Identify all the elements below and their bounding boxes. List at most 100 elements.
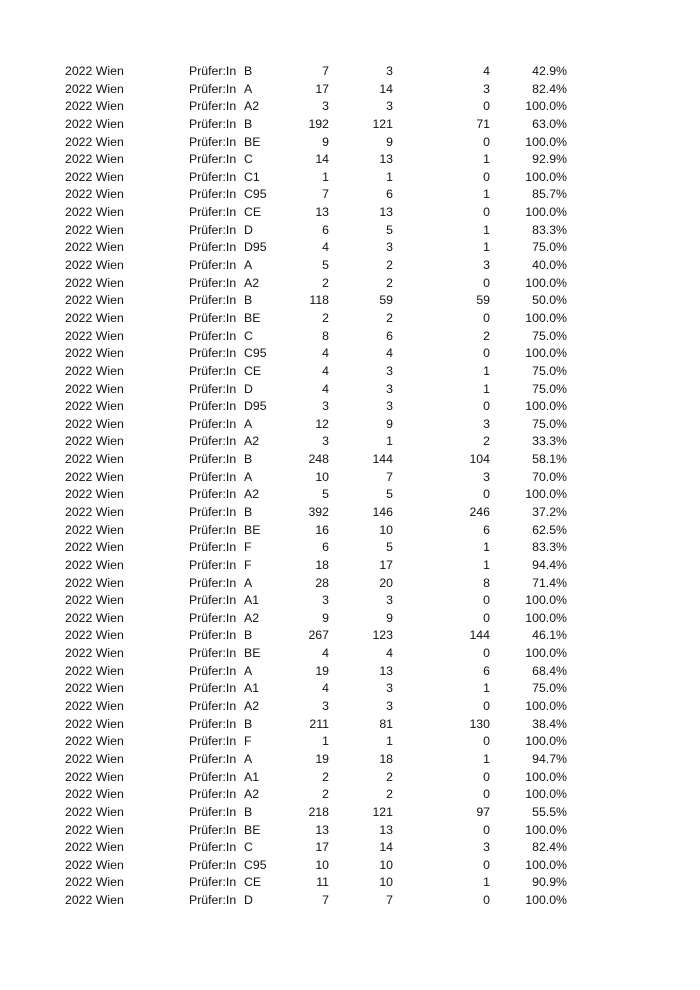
passed-cell: 3 bbox=[386, 399, 393, 414]
category-cell: C95 bbox=[244, 857, 267, 872]
role-cell: Prüfer:In bbox=[189, 893, 237, 908]
failed-cell: 1 bbox=[483, 875, 490, 890]
failed-cell: 1 bbox=[483, 751, 490, 766]
passed-cell: 13 bbox=[379, 663, 393, 678]
role-cell: Prüfer:In bbox=[189, 328, 237, 343]
category-cell: A1 bbox=[244, 593, 260, 608]
total-cell: 9 bbox=[322, 610, 329, 625]
category-cell: D bbox=[244, 381, 253, 396]
year-location-cell: 2022 Wien bbox=[65, 222, 124, 237]
year-location-cell: 2022 Wien bbox=[65, 522, 124, 537]
category-cell: BE bbox=[244, 522, 261, 537]
failed-cell: 0 bbox=[483, 275, 490, 290]
failed-cell: 246 bbox=[469, 505, 490, 519]
year-location-cell: 2022 Wien bbox=[65, 610, 124, 625]
role-cell: Prüfer:In bbox=[189, 240, 237, 255]
table-row: 2022 Wien Prüfer:In A 19 13 6 68.4% bbox=[0, 663, 700, 681]
table-row: 2022 Wien Prüfer:In A 10 7 3 70.0% bbox=[0, 469, 700, 487]
category-cell: BE bbox=[244, 134, 261, 149]
table-row: 2022 Wien Prüfer:In B 211 81 130 38.4% bbox=[0, 716, 700, 734]
passed-cell: 6 bbox=[386, 187, 393, 202]
pass-rate-cell: 94.4% bbox=[532, 557, 567, 572]
year-location-cell: 2022 Wien bbox=[65, 663, 124, 678]
pass-rate-cell: 71.4% bbox=[532, 575, 567, 590]
table-row: 2022 Wien Prüfer:In D95 4 3 1 75.0% bbox=[0, 239, 700, 257]
passed-cell: 3 bbox=[386, 240, 393, 255]
failed-cell: 2 bbox=[483, 434, 490, 449]
table-row: 2022 Wien Prüfer:In BE 16 10 6 62.5% bbox=[0, 522, 700, 540]
total-cell: 218 bbox=[308, 804, 329, 819]
failed-cell: 6 bbox=[483, 522, 490, 537]
table-row: 2022 Wien Prüfer:In BE 13 13 0 100.0% bbox=[0, 822, 700, 840]
year-location-cell: 2022 Wien bbox=[65, 716, 124, 731]
role-cell: Prüfer:In bbox=[189, 152, 237, 167]
total-cell: 192 bbox=[308, 116, 329, 131]
pass-rate-cell: 100.0% bbox=[525, 646, 567, 661]
passed-cell: 59 bbox=[379, 293, 393, 308]
failed-cell: 0 bbox=[483, 487, 490, 502]
pass-rate-cell: 46.1% bbox=[532, 628, 567, 643]
total-cell: 5 bbox=[322, 258, 329, 273]
year-location-cell: 2022 Wien bbox=[65, 505, 124, 519]
table-row: 2022 Wien Prüfer:In A 5 2 3 40.0% bbox=[0, 257, 700, 275]
passed-cell: 6 bbox=[386, 328, 393, 343]
role-cell: Prüfer:In bbox=[189, 787, 237, 802]
passed-cell: 1 bbox=[386, 169, 393, 184]
total-cell: 19 bbox=[315, 751, 329, 766]
pass-rate-cell: 100.0% bbox=[525, 593, 567, 608]
table-row: 2022 Wien Prüfer:In B 267 123 144 46.1% bbox=[0, 627, 700, 645]
year-location-cell: 2022 Wien bbox=[65, 840, 124, 855]
total-cell: 13 bbox=[315, 205, 329, 220]
category-cell: A2 bbox=[244, 487, 260, 502]
failed-cell: 0 bbox=[483, 310, 490, 325]
role-cell: Prüfer:In bbox=[189, 716, 237, 731]
failed-cell: 0 bbox=[483, 787, 490, 802]
year-location-cell: 2022 Wien bbox=[65, 99, 124, 114]
passed-cell: 5 bbox=[386, 222, 393, 237]
failed-cell: 1 bbox=[483, 540, 490, 555]
passed-cell: 9 bbox=[386, 610, 393, 625]
total-cell: 12 bbox=[315, 416, 329, 431]
table-row: 2022 Wien Prüfer:In A 12 9 3 75.0% bbox=[0, 416, 700, 434]
year-location-cell: 2022 Wien bbox=[65, 187, 124, 202]
passed-cell: 14 bbox=[379, 81, 393, 96]
category-cell: F bbox=[244, 557, 252, 572]
category-cell: F bbox=[244, 540, 252, 555]
failed-cell: 0 bbox=[483, 646, 490, 661]
total-cell: 10 bbox=[315, 469, 329, 484]
category-cell: A1 bbox=[244, 769, 260, 784]
role-cell: Prüfer:In bbox=[189, 557, 237, 572]
pass-rate-cell: 100.0% bbox=[525, 310, 567, 325]
table-row: 2022 Wien Prüfer:In BE 9 9 0 100.0% bbox=[0, 134, 700, 152]
table-row: 2022 Wien Prüfer:In A2 9 9 0 100.0% bbox=[0, 610, 700, 628]
pass-rate-cell: 83.3% bbox=[532, 540, 567, 555]
year-location-cell: 2022 Wien bbox=[65, 857, 124, 872]
failed-cell: 0 bbox=[483, 134, 490, 149]
passed-cell: 144 bbox=[372, 452, 393, 467]
passed-cell: 4 bbox=[386, 346, 393, 361]
role-cell: Prüfer:In bbox=[189, 540, 237, 555]
failed-cell: 3 bbox=[483, 469, 490, 484]
table-row: 2022 Wien Prüfer:In F 1 1 0 100.0% bbox=[0, 733, 700, 751]
category-cell: C bbox=[244, 152, 253, 167]
category-cell: A bbox=[244, 258, 253, 273]
year-location-cell: 2022 Wien bbox=[65, 363, 124, 378]
pass-rate-cell: 38.4% bbox=[532, 716, 567, 731]
pass-rate-cell: 100.0% bbox=[525, 699, 567, 714]
pass-rate-cell: 58.1% bbox=[532, 452, 567, 467]
pass-rate-cell: 100.0% bbox=[525, 275, 567, 290]
total-cell: 17 bbox=[315, 840, 329, 855]
year-location-cell: 2022 Wien bbox=[65, 346, 124, 361]
role-cell: Prüfer:In bbox=[189, 452, 237, 467]
total-cell: 3 bbox=[322, 399, 329, 414]
table-row: 2022 Wien Prüfer:In D 6 5 1 83.3% bbox=[0, 222, 700, 240]
total-cell: 3 bbox=[322, 434, 329, 449]
role-cell: Prüfer:In bbox=[189, 293, 237, 308]
pass-rate-cell: 100.0% bbox=[525, 857, 567, 872]
pass-rate-cell: 100.0% bbox=[525, 346, 567, 361]
total-cell: 7 bbox=[322, 64, 329, 78]
role-cell: Prüfer:In bbox=[189, 857, 237, 872]
role-cell: Prüfer:In bbox=[189, 681, 237, 696]
role-cell: Prüfer:In bbox=[189, 487, 237, 502]
total-cell: 9 bbox=[322, 134, 329, 149]
